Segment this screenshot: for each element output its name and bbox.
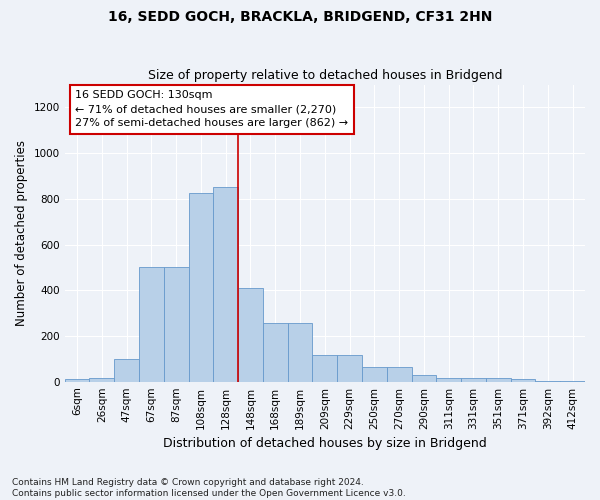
Bar — [436, 378, 461, 382]
Bar — [188, 193, 214, 382]
Bar — [89, 378, 114, 382]
Bar — [412, 375, 436, 382]
Bar — [164, 268, 188, 382]
Bar — [337, 356, 362, 382]
Y-axis label: Number of detached properties: Number of detached properties — [15, 140, 28, 326]
Bar — [486, 378, 511, 382]
Bar — [287, 324, 313, 382]
Text: Contains HM Land Registry data © Crown copyright and database right 2024.
Contai: Contains HM Land Registry data © Crown c… — [12, 478, 406, 498]
Bar — [114, 359, 139, 382]
Bar — [362, 367, 387, 382]
Text: 16, SEDD GOCH, BRACKLA, BRIDGEND, CF31 2HN: 16, SEDD GOCH, BRACKLA, BRIDGEND, CF31 2… — [108, 10, 492, 24]
Title: Size of property relative to detached houses in Bridgend: Size of property relative to detached ho… — [148, 69, 502, 82]
Bar — [263, 324, 287, 382]
Bar — [139, 268, 164, 382]
Bar — [387, 367, 412, 382]
Bar — [461, 378, 486, 382]
X-axis label: Distribution of detached houses by size in Bridgend: Distribution of detached houses by size … — [163, 437, 487, 450]
Bar — [214, 188, 238, 382]
Bar — [65, 380, 89, 382]
Bar — [238, 288, 263, 382]
Bar — [511, 380, 535, 382]
Text: 16 SEDD GOCH: 130sqm
← 71% of detached houses are smaller (2,270)
27% of semi-de: 16 SEDD GOCH: 130sqm ← 71% of detached h… — [75, 90, 348, 128]
Bar — [313, 356, 337, 382]
Bar — [535, 380, 560, 382]
